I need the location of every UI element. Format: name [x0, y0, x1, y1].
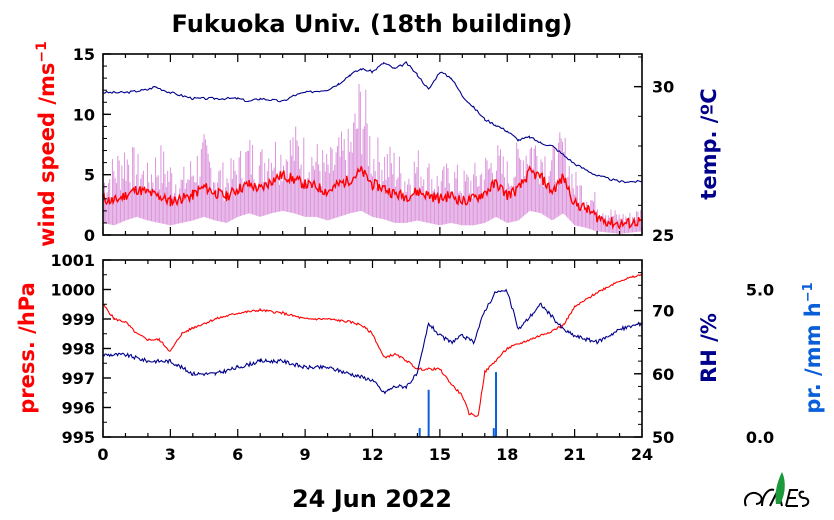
- temperature-line: [102, 61, 643, 184]
- y-tick-label: 997: [62, 369, 95, 388]
- y-tick-label: 60: [652, 365, 674, 384]
- bottom-axis-ticks: 0 3 6 9 12 15 18 21 24 995 996 997 998 999 1000 1001 50 6…: [50, 251, 774, 464]
- x-tick-label: 6: [232, 445, 243, 464]
- top-panel: 0 5 10 15 25 30 wind speed /ms−1 temp. /ºC: [34, 41, 721, 247]
- x-tick-label: 21: [563, 445, 585, 464]
- rh-axis-label: RH /%: [697, 313, 721, 383]
- top-plot-data: [102, 61, 643, 234]
- pressure-line: [102, 274, 643, 417]
- precip-tick-label: 0.0: [746, 428, 774, 447]
- y-tick-label: 998: [62, 340, 95, 359]
- y-tick-label: 50: [652, 428, 674, 447]
- bottom-plot-data: [102, 274, 643, 437]
- y-tick-label: 995: [62, 428, 95, 447]
- bottom-plot-frame: [102, 259, 643, 438]
- rh-line: [102, 288, 643, 395]
- pressure-axis-label: press. /hPa: [15, 282, 39, 414]
- wind-speed-axis-label: wind speed /ms−1: [34, 41, 59, 247]
- temperature-axis-label: temp. /ºC: [697, 88, 721, 199]
- precip-axis-label: pr. /mm h−1: [801, 282, 825, 413]
- precip-bar: [492, 428, 495, 437]
- precip-bar: [418, 428, 421, 437]
- x-tick-label: 24: [631, 445, 653, 464]
- chart-title: Fukuoka Univ. (18th building): [172, 10, 573, 38]
- y-tick-label: 996: [62, 399, 95, 418]
- y-tick-label: 5: [84, 166, 95, 185]
- precip-bar: [427, 389, 430, 437]
- y-tick-label: 70: [652, 302, 674, 321]
- y-tick-label: 999: [62, 310, 95, 329]
- y-tick-label: 1000: [50, 281, 95, 300]
- y-tick-label: 0: [84, 226, 95, 245]
- top-axis-ticks: 0 5 10 15 25 30: [73, 45, 675, 245]
- precip-tick-label: 5.0: [746, 281, 774, 300]
- y-tick-label: 30: [652, 78, 674, 97]
- x-tick-label: 9: [300, 445, 311, 464]
- bottom-panel: 0 3 6 9 12 15 18 21 24 995 996 997 998 999 1000 1001 50 6…: [15, 251, 825, 464]
- x-tick-label: 12: [361, 445, 383, 464]
- x-tick-label: 0: [97, 445, 108, 464]
- institution-logo-icon: [744, 472, 810, 507]
- y-tick-label: 10: [73, 105, 95, 124]
- y-tick-label: 25: [652, 226, 674, 245]
- x-tick-label: 18: [496, 445, 518, 464]
- y-tick-label: 1001: [50, 251, 95, 270]
- date-label: 24 Jun 2022: [292, 485, 452, 513]
- x-tick-label: 15: [429, 445, 451, 464]
- wind-speed-line: [102, 164, 643, 230]
- precip-bar: [495, 372, 498, 437]
- x-tick-label: 3: [165, 445, 176, 464]
- y-tick-label: 15: [73, 45, 95, 64]
